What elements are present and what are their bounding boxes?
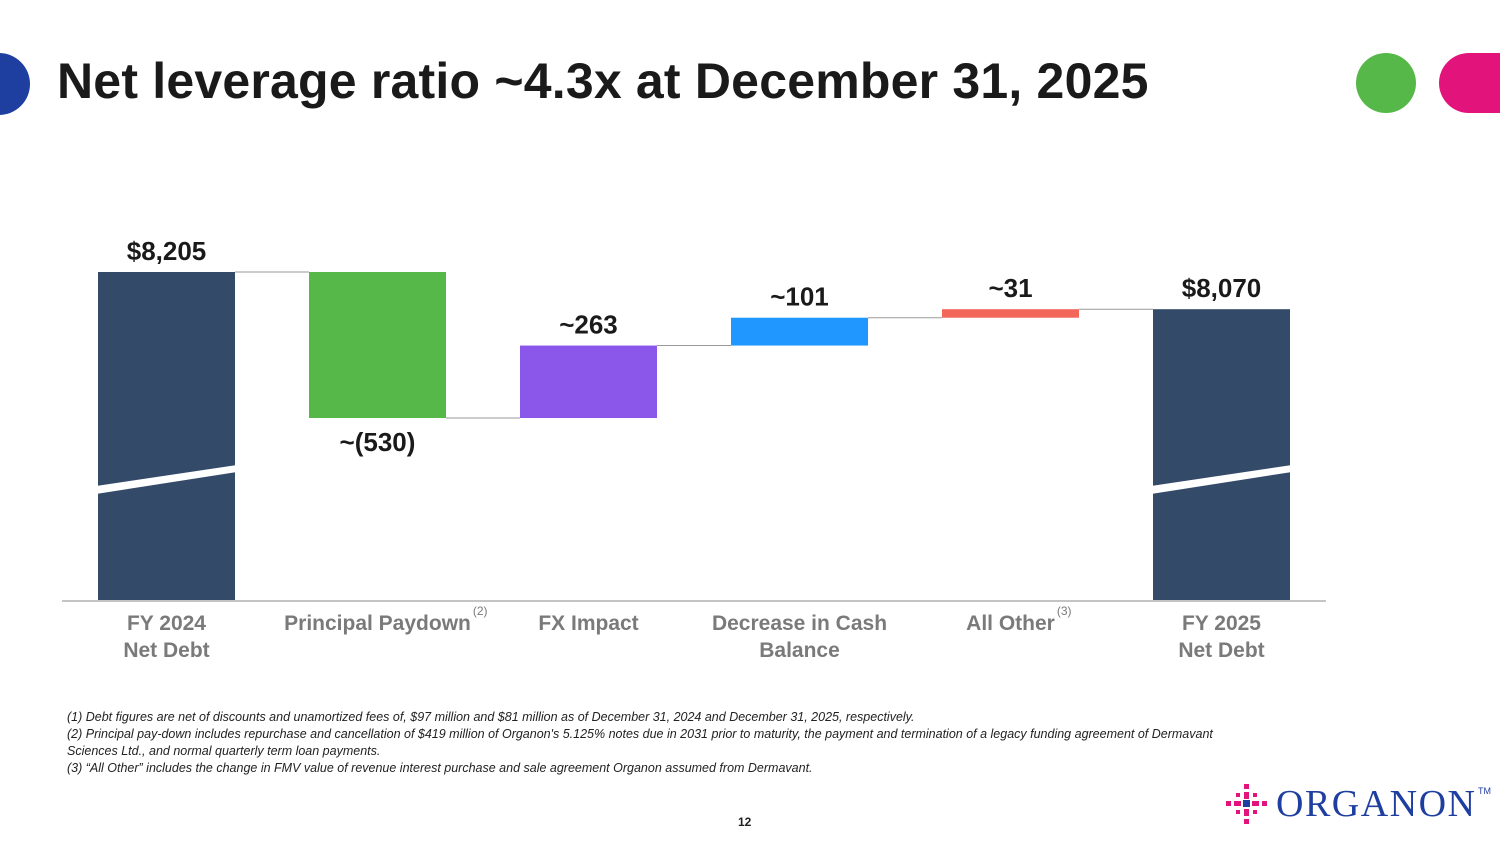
decorative-green-circle <box>1356 53 1416 113</box>
value-label: $8,205 <box>127 236 207 266</box>
slide-title: Net leverage ratio ~4.3x at December 31,… <box>57 53 1149 109</box>
bar-2 <box>309 272 446 419</box>
footnote-3: (3) “All Other” includes the change in F… <box>67 761 813 775</box>
category-label: Decrease in Cash Balance <box>712 612 887 662</box>
axis-break-mark <box>1151 465 1292 494</box>
category-label: FY 2025 Net Debt <box>1178 612 1264 662</box>
organon-logo: ORGANON TM <box>1224 778 1494 830</box>
footnote-2: (2) Principal pay-down includes repurcha… <box>67 727 1213 758</box>
category-label: FY 2024 Net Debt <box>123 612 209 662</box>
waterfall-chart: $8,205 ~(530) ~263 ~101 ~31 $8,070 FY 2024 Net … <box>62 236 1326 662</box>
footnote-1: (1) Debt figures are net of discounts an… <box>67 710 915 724</box>
axis-break-mark <box>96 465 237 494</box>
organon-logo-mark-icon <box>1226 784 1267 824</box>
category-label: FX Impact <box>538 612 638 635</box>
bar-5 <box>942 309 1079 318</box>
value-label: $8,070 <box>1182 273 1262 303</box>
footnotes: (1) Debt figures are net of discounts an… <box>67 709 1227 777</box>
category-footnote-ref: (2) <box>473 604 488 618</box>
category-footnote-ref: (3) <box>1057 604 1072 618</box>
category-label: Principal Paydown <box>284 612 471 635</box>
value-label: ~263 <box>559 310 618 340</box>
trademark-mark: TM <box>1478 786 1491 796</box>
bar-6 <box>1153 309 1290 600</box>
value-label: ~(530) <box>340 427 416 457</box>
bar-3 <box>520 345 657 419</box>
page-number: 12 <box>738 815 752 829</box>
category-label: All Other <box>966 612 1055 635</box>
bar-4 <box>731 317 868 346</box>
value-label: ~101 <box>770 282 829 312</box>
decorative-pink-pill <box>1439 53 1500 113</box>
value-label: ~31 <box>988 273 1032 303</box>
organon-logo-text: ORGANON <box>1276 783 1477 825</box>
bar-1 <box>98 272 235 600</box>
